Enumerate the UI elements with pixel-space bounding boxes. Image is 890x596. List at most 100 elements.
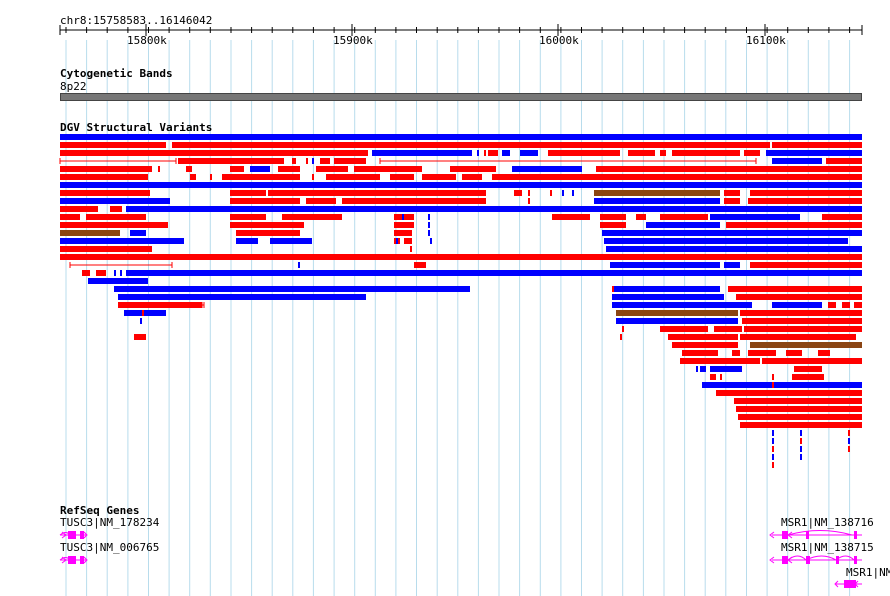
variant-bar: [186, 166, 192, 172]
variant-bar: [114, 286, 470, 292]
variant-bar: [710, 214, 800, 220]
variant-bar: [450, 166, 496, 172]
variant-bar: [786, 350, 802, 356]
variant-point: [800, 446, 802, 452]
variant-bar: [320, 158, 330, 164]
variant-bar: [660, 150, 666, 156]
variant-bar: [854, 302, 862, 308]
variant-bar: [748, 350, 776, 356]
gene-intron-curve: [59, 557, 71, 561]
variant-bar: [390, 174, 414, 180]
variant-bar: [230, 214, 266, 220]
gene-label[interactable]: TUSC3|NM_178234: [60, 516, 160, 529]
variant-bar: [762, 358, 862, 364]
variant-point: [772, 462, 774, 468]
variant-bar: [230, 222, 304, 228]
variant-bar: [514, 190, 522, 196]
variant-bar: [236, 238, 258, 244]
variant-bar: [792, 374, 824, 380]
variant-point: [428, 214, 430, 220]
gene-exon: [68, 531, 76, 539]
gene-intron-curve: [787, 530, 853, 536]
variant-bar: [268, 190, 486, 196]
variant-point: [848, 446, 850, 452]
variant-point: [696, 366, 698, 372]
variant-point: [772, 454, 774, 460]
position-ruler[interactable]: [0, 0, 890, 60]
variant-bar: [616, 310, 738, 316]
gene-exon: [854, 531, 857, 539]
gene-strand-arrow: [83, 556, 88, 564]
variant-point: [772, 438, 774, 444]
cytoband-bar[interactable]: [60, 93, 862, 101]
variant-bar: [818, 350, 830, 356]
variant-bar: [736, 406, 862, 412]
variant-bar: [680, 358, 760, 364]
variant-bar: [700, 366, 706, 372]
variant-bar: [462, 174, 482, 180]
variant-bar: [734, 398, 862, 404]
variant-bar: [118, 302, 202, 308]
variant-point: [114, 270, 116, 276]
variant-bar: [772, 302, 822, 308]
variant-bar: [616, 318, 738, 324]
variant-point: [550, 190, 552, 196]
variant-point: [120, 270, 122, 276]
variant-bar: [600, 214, 626, 220]
gene-exon: [782, 531, 788, 539]
variant-bar: [600, 222, 626, 228]
variant-bar: [60, 182, 862, 188]
variant-point: [772, 422, 774, 428]
variant-bar: [492, 174, 862, 180]
variant-bar: [672, 150, 740, 156]
variant-bar: [732, 350, 740, 356]
variant-bar: [354, 166, 422, 172]
gene-label[interactable]: MSR1|NM_138715: [781, 541, 874, 554]
variant-bar: [636, 214, 646, 220]
variant-point: [402, 214, 404, 220]
variant-bar: [292, 158, 296, 164]
variant-point: [622, 318, 624, 324]
gene-exon: [806, 556, 810, 564]
variant-bar: [594, 190, 720, 196]
variant-bar: [394, 222, 414, 228]
variant-point: [720, 374, 722, 380]
variant-point: [140, 318, 142, 324]
refseq-track-title: RefSeq Genes: [60, 504, 140, 517]
variant-bar: [86, 214, 146, 220]
variant-bar: [130, 230, 146, 236]
variant-bar: [604, 238, 848, 244]
variant-bar: [660, 214, 708, 220]
variant-point: [800, 438, 802, 444]
variant-bar: [124, 310, 166, 316]
variant-bar: [724, 262, 740, 268]
variant-bar: [740, 422, 862, 428]
variant-bar: [126, 270, 862, 276]
variant-bar: [372, 150, 472, 156]
gene-exon: [852, 580, 856, 588]
variant-bar: [60, 222, 168, 228]
variant-bar: [306, 198, 336, 204]
variant-bar: [96, 270, 106, 276]
variant-bar: [750, 190, 862, 196]
variant-bar: [488, 150, 498, 156]
variant-point: [396, 238, 398, 244]
variant-bar: [750, 262, 862, 268]
variant-point: [298, 262, 300, 268]
variant-bar: [744, 326, 862, 332]
gene-label[interactable]: MSR1|NM_: [846, 566, 890, 579]
variant-point: [528, 190, 530, 196]
variant-bar: [596, 166, 862, 172]
variant-bar: [422, 174, 456, 180]
variant-point: [848, 430, 850, 436]
ruler-tick-label: 15900k: [333, 34, 373, 47]
variant-bar: [594, 198, 720, 204]
gene-label[interactable]: MSR1|NM_138716: [781, 516, 874, 529]
variant-bar: [520, 150, 538, 156]
variant-bar: [738, 414, 862, 420]
gene-label[interactable]: TUSC3|NM_006765: [60, 541, 160, 554]
variant-bar: [714, 326, 742, 332]
variant-bar: [726, 222, 862, 228]
